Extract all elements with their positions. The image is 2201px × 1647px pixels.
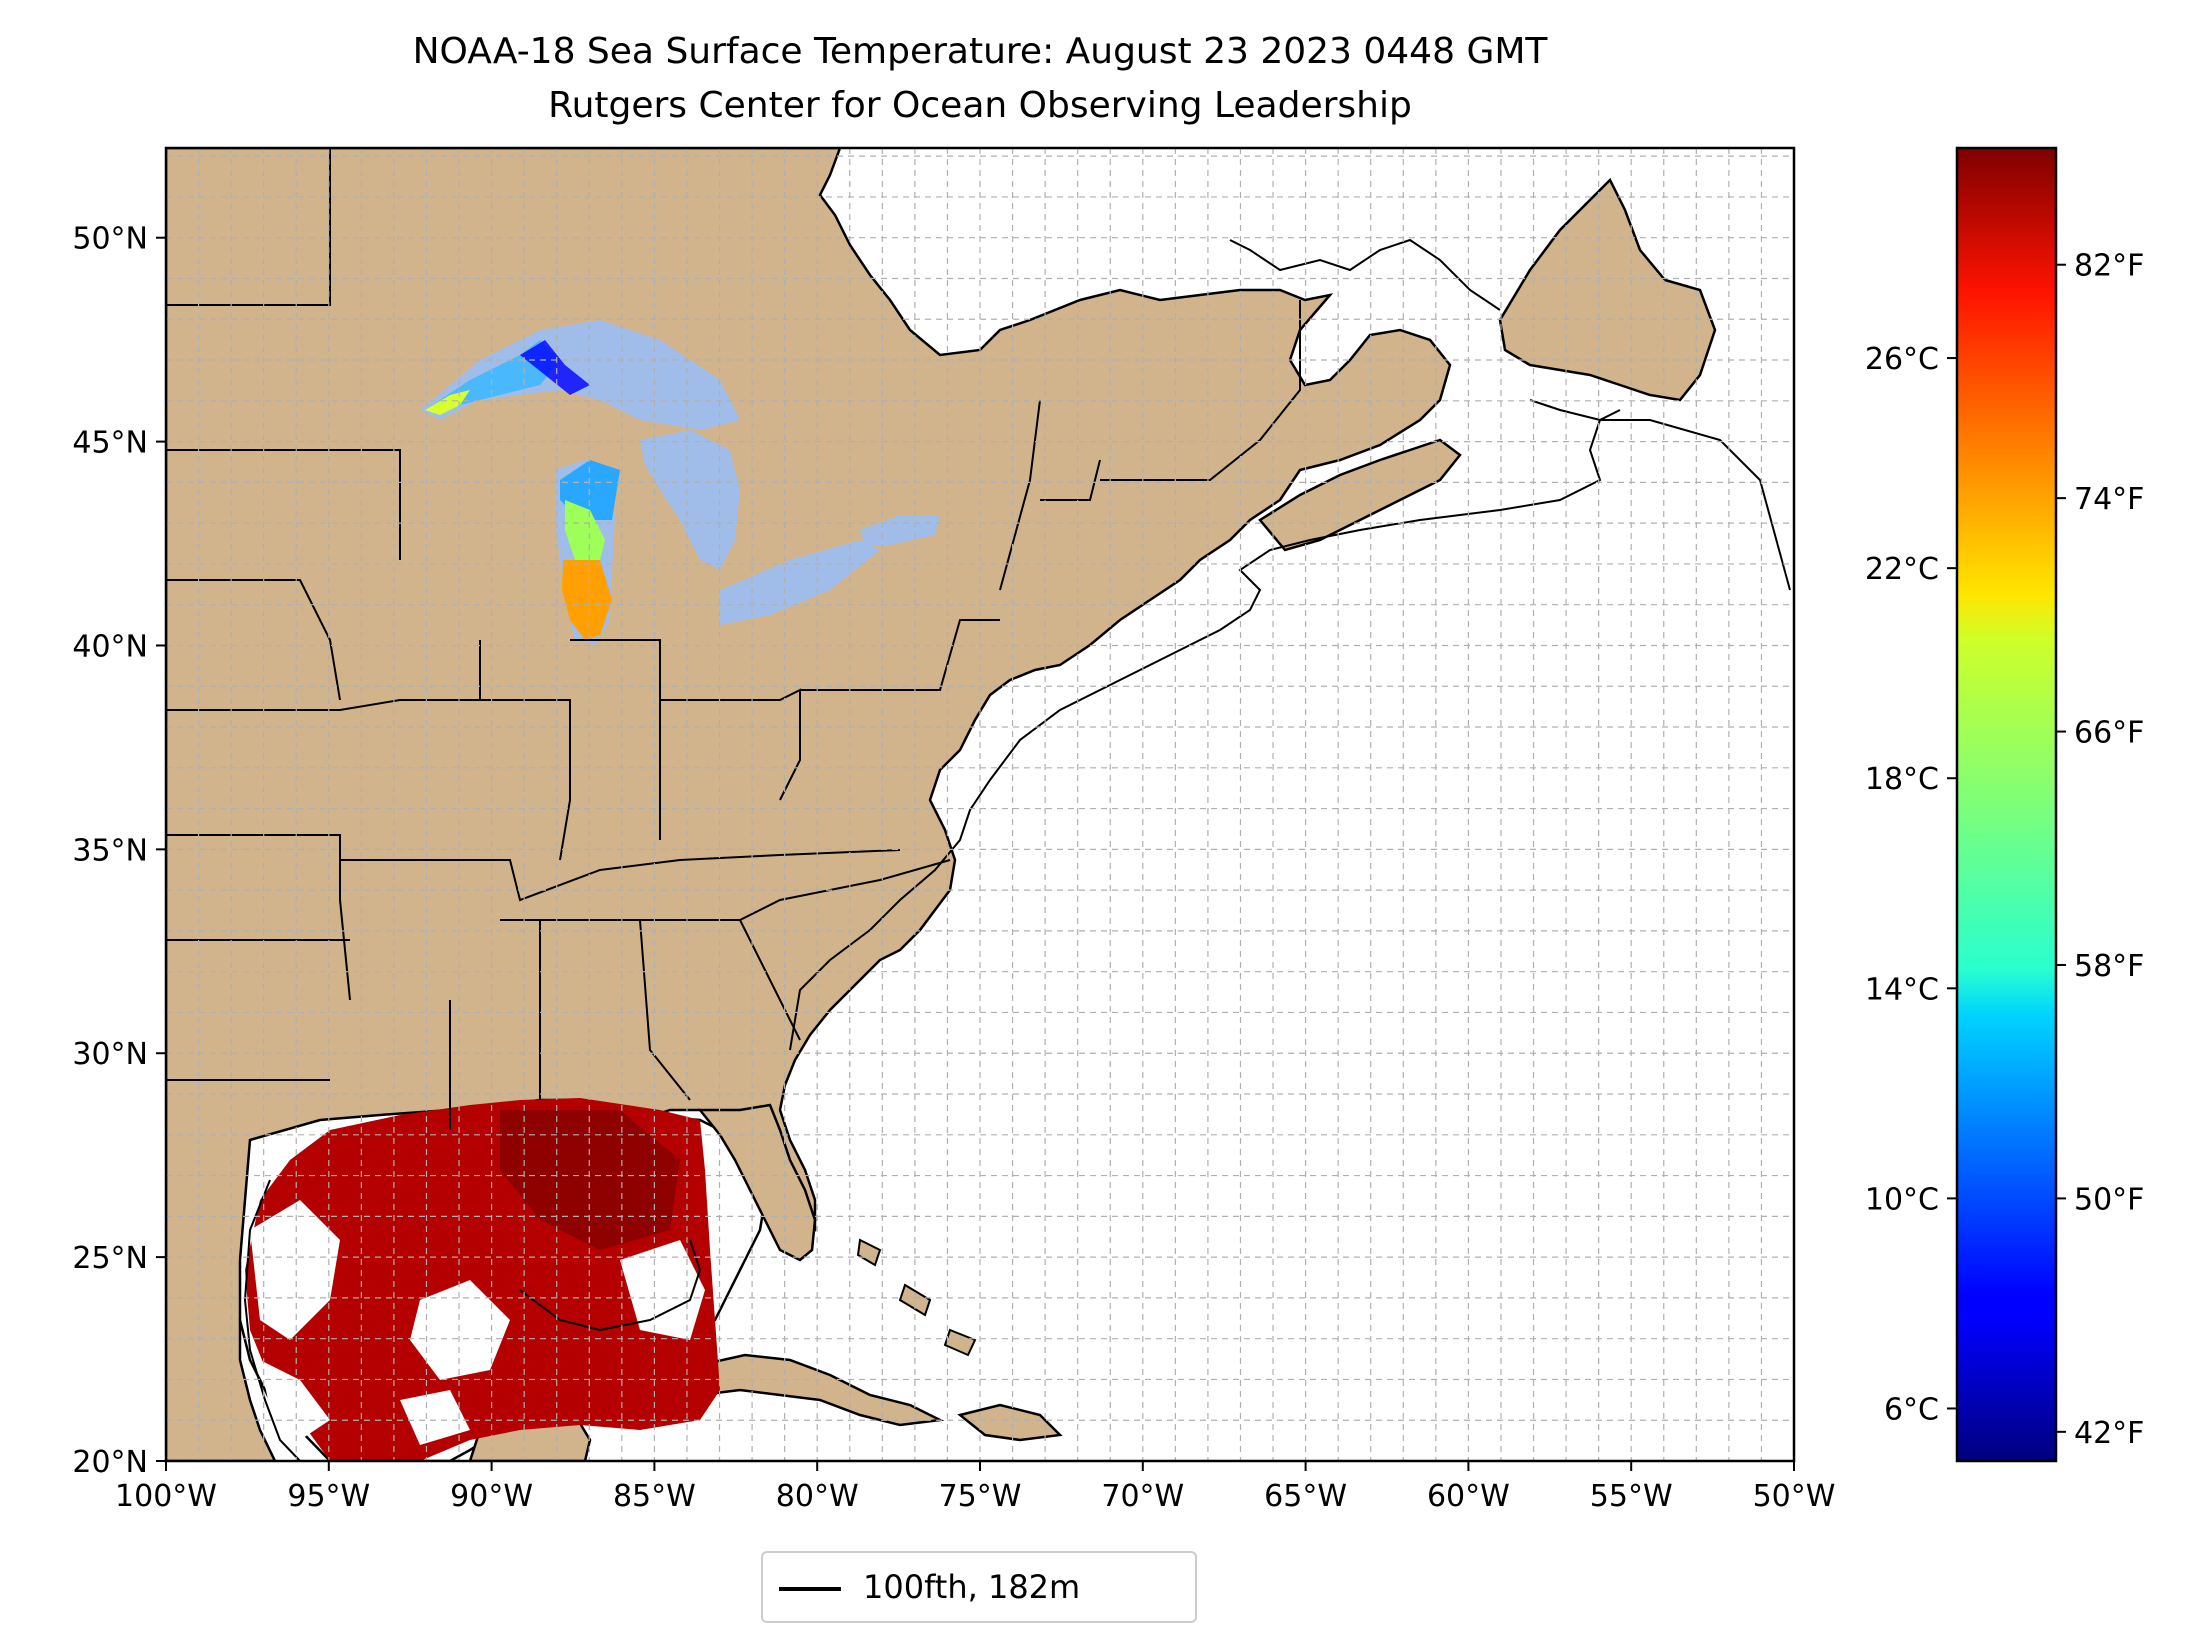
fahrenheit-tick-label: 50°F — [2074, 1182, 2144, 1217]
lat-tick-label: 20°N — [72, 1445, 148, 1480]
lat-tick-label: 45°N — [72, 426, 148, 461]
lon-tick-label: 75°W — [939, 1479, 1022, 1514]
legend: 100fth, 182m — [761, 1551, 1197, 1623]
lake-ontario — [860, 515, 940, 545]
lon-tick-label: 80°W — [776, 1479, 859, 1514]
lon-tick-label: 65°W — [1264, 1479, 1347, 1514]
sst-lake-superior-cold — [520, 340, 590, 395]
lat-tick-label: 25°N — [72, 1241, 148, 1276]
latitude-axis: 20°N 25°N 30°N 35°N 40°N 45°N 50°N — [72, 222, 166, 1480]
lat-tick-label: 30°N — [72, 1037, 148, 1072]
colorbar — [1955, 146, 2058, 1463]
fahrenheit-tick-label: 82°F — [2074, 249, 2144, 284]
newfoundland — [1498, 177, 1717, 402]
isobath-line — [243, 1179, 301, 1461]
fahrenheit-tick-label: 74°F — [2074, 482, 2144, 517]
lat-tick-label: 50°N — [72, 222, 148, 257]
fahrenheit-tick-label: 58°F — [2074, 949, 2144, 984]
sst-gulf-of-mexico-cloud — [250, 1200, 705, 1445]
map-subtitle: Rutgers Center for Ocean Observing Leade… — [548, 85, 1412, 126]
lat-tick-label: 35°N — [72, 833, 148, 868]
sst-gulf-of-mexico-darkest — [500, 1110, 680, 1250]
sst-lake-superior-warm — [425, 390, 470, 415]
colorbar-fahrenheit-ticks: 42°F 50°F 58°F 66°F 74°F 82°F — [2056, 249, 2144, 1451]
gridlines — [166, 148, 1794, 1461]
lon-tick-label: 95°W — [287, 1479, 370, 1514]
isobath-line — [519, 1239, 702, 1332]
celsius-tick-label: 22°C — [1865, 552, 1939, 587]
florida — [697, 1103, 817, 1262]
celsius-tick-label: 14°C — [1865, 972, 1939, 1007]
lon-tick-label: 70°W — [1101, 1479, 1184, 1514]
state-borders — [166, 148, 1301, 1130]
colorbar-celsius-ticks: 6°C 10°C 14°C 18°C 22°C 26°C — [1865, 342, 1957, 1427]
lake-erie — [720, 540, 880, 625]
lake-huron — [640, 430, 740, 570]
fahrenheit-tick-label: 42°F — [2074, 1416, 2144, 1451]
fahrenheit-tick-label: 66°F — [2074, 716, 2144, 751]
lon-tick-label: 50°W — [1753, 1479, 1836, 1514]
celsius-tick-label: 10°C — [1865, 1182, 1939, 1217]
nova-scotia — [1258, 438, 1462, 552]
legend-label: 100fth, 182m — [863, 1568, 1081, 1606]
lon-tick-label: 90°W — [450, 1479, 533, 1514]
lat-tick-label: 40°N — [72, 629, 148, 664]
map-title: NOAA-18 Sea Surface Temperature: August … — [412, 31, 1548, 72]
hispaniola — [957, 1403, 1063, 1442]
lon-tick-label: 100°W — [115, 1479, 217, 1514]
sst-lake-michigan-south — [562, 560, 612, 640]
isobath-line — [1529, 399, 1791, 591]
celsius-tick-label: 6°C — [1884, 1392, 1939, 1427]
celsius-tick-label: 26°C — [1865, 342, 1939, 377]
legend-line-swatch — [779, 1587, 841, 1591]
lon-tick-label: 60°W — [1427, 1479, 1510, 1514]
isobath-line — [789, 409, 1621, 1051]
sst-lake-michigan-mid — [565, 500, 605, 560]
isobath-line — [1229, 238, 1501, 311]
lon-tick-label: 85°W — [613, 1479, 696, 1514]
longitude-axis: 100°W 95°W 90°W 85°W 80°W 75°W 70°W 65°W 60°W 55°… — [115, 1461, 1835, 1514]
lon-tick-label: 55°W — [1590, 1479, 1673, 1514]
lake-superior — [420, 320, 740, 430]
celsius-tick-label: 18°C — [1865, 762, 1939, 797]
